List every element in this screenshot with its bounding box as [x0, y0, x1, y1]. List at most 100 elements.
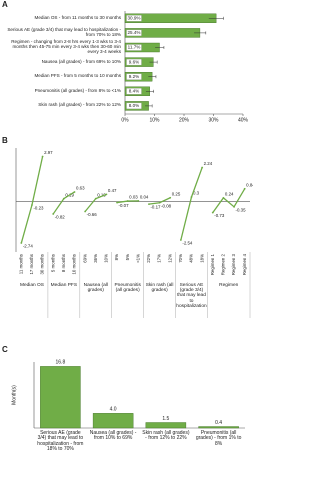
- panel-letter: B: [2, 136, 8, 145]
- x-tick-label: 70%: [178, 254, 183, 263]
- x-tick-label: 8 months: [61, 253, 66, 272]
- x-tick-label: Regimen 3: [231, 253, 236, 275]
- x-tick-label: 10%: [104, 254, 109, 263]
- category-label: Median PFS - from 5 months to 10 months: [34, 73, 121, 79]
- value-label: -2.74: [23, 244, 34, 249]
- point: [20, 242, 23, 244]
- label-box: [126, 73, 142, 80]
- value-label: 0.84: [246, 182, 253, 187]
- value-label: 0.25: [172, 191, 181, 196]
- label-box: [126, 29, 142, 37]
- bar: [40, 366, 81, 429]
- point: [84, 210, 87, 213]
- x-tick-label: Regimen 1: [210, 253, 215, 275]
- x-tick-label: 5 months: [50, 253, 55, 272]
- group-label: Median PFS: [50, 283, 78, 288]
- value-label: 0.4: [215, 420, 222, 426]
- point: [41, 155, 44, 158]
- value-label: 9.2%: [129, 74, 139, 79]
- label-box: [126, 15, 142, 22]
- value-label: 25.4%: [127, 30, 140, 35]
- value-label: 4.0: [110, 407, 117, 413]
- chart: A 0% 10% 20% 30% 40% 30.9% 25.4% 11.7% 9.6% 9.2% 8.…: [2, 0, 253, 429]
- value-label: 8.0%: [129, 103, 139, 108]
- figure: A 0% 10% 20% 30% 40% 30.9% 25.4% 11.7% 9.6% 9.2% 8.…: [2, 0, 253, 453]
- group-label: Nausea (all grades): [83, 283, 108, 294]
- point: [169, 196, 172, 199]
- value-label: -0.82: [55, 215, 66, 220]
- x-tick-label: Regimen 2: [221, 253, 226, 275]
- category-label: Nausea (all grades) - from 69% to 10%: [41, 58, 121, 64]
- value-label: 2.24: [204, 161, 213, 166]
- bar: [198, 426, 239, 429]
- value-label: 8.4%: [129, 89, 139, 94]
- bar: [92, 413, 134, 429]
- value-label: -0.23: [33, 206, 44, 211]
- value-label: 0.24: [225, 192, 234, 197]
- x-tick-label: 11 months: [18, 253, 23, 274]
- point: [105, 193, 108, 196]
- y-axis-label: Month(s): [11, 385, 17, 405]
- value-label: 30.9%: [127, 16, 140, 21]
- value-label: -0.35: [236, 207, 247, 212]
- x-tick-label: Regimen 4: [242, 253, 247, 275]
- x-tick-label: 17 months: [29, 253, 34, 274]
- x-tick-label: 10%: [149, 117, 160, 123]
- value-label: 0.63: [76, 186, 85, 191]
- value-label: -2.54: [182, 241, 193, 246]
- x-tick-label: 17%: [157, 254, 162, 263]
- category-label: Skin rash (all grades) - from 12% to 22%: [142, 430, 190, 442]
- x-tick-label: 20%: [179, 117, 190, 123]
- x-tick-label: 8%: [114, 254, 119, 260]
- value-label: 0.47: [108, 188, 117, 193]
- x-tick-label: 5%: [125, 254, 130, 260]
- line: [212, 188, 246, 213]
- label-box: [126, 88, 142, 95]
- value-label: 11.7%: [128, 45, 141, 50]
- point: [31, 204, 33, 206]
- point: [94, 197, 97, 200]
- point: [233, 205, 235, 208]
- value-label: 2.97: [44, 150, 53, 155]
- point: [62, 197, 65, 200]
- group-label: Median OS: [19, 283, 44, 288]
- panel-letter: A: [2, 0, 8, 9]
- value-label: -0.17: [150, 205, 161, 210]
- group-label: Skin rash (all grades): [145, 283, 174, 294]
- category-label: Pneumonitis (all grades) - from 1% to 8%: [195, 430, 242, 447]
- value-label: 0.3: [193, 191, 200, 196]
- point: [179, 239, 182, 241]
- value-label: -0.07: [119, 203, 130, 208]
- value-label: 16.8: [56, 360, 66, 366]
- value-label: 1.5: [162, 416, 169, 422]
- x-tick-label: 30 months: [40, 253, 45, 274]
- point: [190, 196, 193, 198]
- x-tick-label: 22%: [146, 254, 151, 263]
- x-tick-label: 18%: [199, 254, 204, 263]
- group-label: Pneumonitis (all grades): [114, 283, 141, 294]
- category-label: Median OS - from 11 months to 30 months: [34, 14, 121, 20]
- line: [20, 156, 44, 244]
- value-label: -0.08: [161, 203, 172, 208]
- value-label: 0.04: [140, 195, 149, 200]
- value-label: 0.19: [97, 192, 106, 197]
- category-label: Serious AE (grade 3/4) that may lead to …: [37, 430, 84, 453]
- value-label: -0.66: [87, 212, 98, 217]
- category-label: Nausea (all grades) - from 10% to 69%: [89, 430, 137, 442]
- x-tick-label: 40%: [238, 117, 249, 123]
- category-label: Skin rash (all grades) - from 22% to 12%: [38, 102, 121, 108]
- point: [52, 213, 55, 215]
- label-box: [126, 58, 142, 66]
- point: [126, 200, 129, 202]
- x-tick-label: 69%: [82, 254, 87, 263]
- group-label: Serious AE (grade 3/4) that may lead to …: [176, 283, 207, 309]
- point: [73, 191, 76, 193]
- value-label: 0.03: [129, 195, 138, 200]
- point: [116, 201, 118, 204]
- x-tick-label: 30%: [208, 117, 219, 123]
- point: [201, 166, 204, 169]
- value-label: 9.6%: [129, 59, 139, 64]
- label-box: [126, 102, 142, 110]
- category-label: Serious AE (grade 3/4) that may lead to …: [7, 26, 121, 37]
- line: [180, 167, 203, 241]
